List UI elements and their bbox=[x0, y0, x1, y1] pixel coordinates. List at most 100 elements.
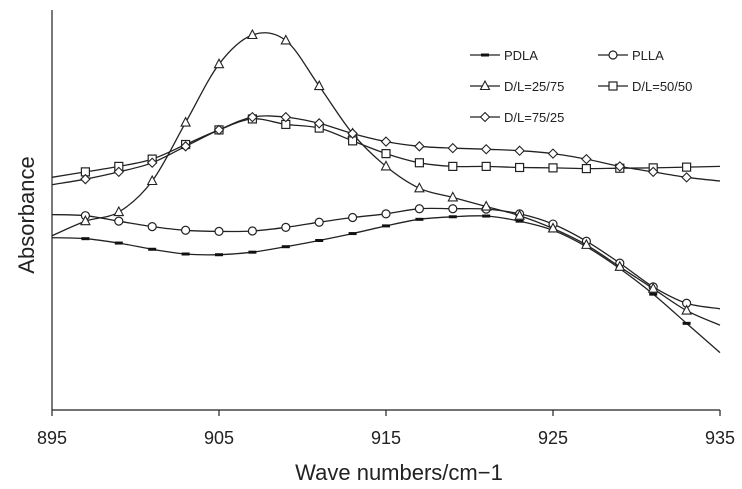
legend-label: PDLA bbox=[504, 48, 538, 63]
data-point bbox=[480, 200, 492, 211]
legend-label: D/L=50/50 bbox=[632, 79, 692, 94]
data-point bbox=[147, 222, 157, 232]
series-square bbox=[51, 114, 721, 178]
data-point bbox=[414, 158, 424, 168]
data-point bbox=[681, 162, 692, 172]
data-point bbox=[215, 253, 223, 257]
data-point bbox=[614, 260, 626, 271]
series-layer bbox=[51, 28, 721, 354]
data-point bbox=[580, 238, 592, 249]
data-point bbox=[448, 161, 458, 171]
legend: PDLA PLLA D/L=25/75 D/L=50/50 D/L=75/25 bbox=[470, 48, 692, 125]
series-dash bbox=[51, 214, 721, 354]
data-point bbox=[649, 292, 658, 296]
data-point bbox=[681, 304, 693, 315]
data-point bbox=[448, 215, 457, 219]
data-point bbox=[414, 204, 424, 214]
data-point bbox=[414, 141, 425, 152]
data-point bbox=[548, 163, 558, 173]
data-point bbox=[213, 58, 225, 69]
data-point bbox=[213, 124, 225, 136]
legend-entry: D/L=50/50 bbox=[598, 79, 692, 94]
data-point bbox=[682, 321, 691, 325]
data-point bbox=[514, 162, 525, 173]
data-point bbox=[448, 204, 458, 214]
data-point bbox=[514, 145, 525, 156]
legend-marker bbox=[481, 53, 489, 57]
x-tick-label: 905 bbox=[204, 428, 234, 448]
data-point bbox=[614, 161, 626, 172]
data-point bbox=[313, 118, 325, 129]
data-point bbox=[581, 153, 592, 165]
data-point bbox=[447, 191, 459, 202]
data-point bbox=[481, 161, 491, 171]
data-point bbox=[180, 116, 192, 127]
data-point bbox=[681, 172, 692, 183]
data-point bbox=[482, 214, 491, 218]
data-point bbox=[113, 205, 125, 217]
data-point bbox=[113, 166, 125, 178]
data-point bbox=[281, 222, 291, 232]
data-point bbox=[381, 209, 391, 219]
series-circle bbox=[51, 204, 721, 310]
data-point bbox=[415, 217, 424, 221]
data-point bbox=[114, 241, 123, 245]
data-point bbox=[246, 28, 258, 40]
legend-entry: PDLA bbox=[470, 48, 538, 63]
data-point bbox=[80, 173, 91, 185]
data-point bbox=[181, 225, 191, 235]
legend-entry: D/L=25/75 bbox=[470, 79, 564, 94]
data-point bbox=[181, 252, 190, 256]
x-tick-label: 895 bbox=[37, 428, 67, 448]
data-point bbox=[247, 111, 258, 123]
legend-label: D/L=75/25 bbox=[504, 110, 564, 125]
data-point bbox=[313, 79, 325, 91]
x-tick-label: 915 bbox=[371, 428, 401, 448]
data-point bbox=[348, 212, 358, 223]
legend-marker bbox=[479, 79, 491, 91]
data-point bbox=[647, 282, 659, 293]
data-point bbox=[380, 160, 392, 171]
data-point bbox=[514, 209, 526, 220]
data-point bbox=[146, 174, 158, 186]
series-triangle bbox=[51, 28, 721, 326]
x-axis-title: Wave numbers/cm−1 bbox=[295, 460, 503, 485]
data-point bbox=[413, 182, 425, 193]
legend-entry: PLLA bbox=[598, 48, 664, 63]
data-point bbox=[280, 34, 292, 45]
data-point bbox=[515, 219, 524, 223]
data-point bbox=[280, 111, 292, 123]
y-axis-title: Absorbance bbox=[14, 156, 39, 273]
legend-marker bbox=[479, 111, 491, 123]
x-tick-label: 935 bbox=[705, 428, 735, 448]
data-point bbox=[247, 226, 257, 236]
data-point bbox=[79, 214, 91, 226]
data-point bbox=[547, 222, 559, 233]
data-point bbox=[114, 216, 124, 226]
data-point bbox=[281, 245, 290, 249]
legend-label: D/L=25/75 bbox=[504, 79, 564, 94]
data-point bbox=[581, 163, 592, 174]
data-point bbox=[447, 142, 459, 154]
data-point bbox=[547, 148, 559, 159]
data-point bbox=[314, 217, 324, 227]
series-diamond bbox=[51, 111, 721, 186]
legend-entry: D/L=75/25 bbox=[470, 110, 564, 125]
axes: 895 905 915 925 935 bbox=[37, 10, 735, 448]
data-point bbox=[382, 224, 390, 228]
data-point bbox=[248, 250, 257, 254]
data-point bbox=[214, 226, 224, 236]
data-point bbox=[348, 232, 357, 236]
legend-marker bbox=[608, 81, 618, 91]
data-point bbox=[347, 128, 358, 139]
data-point bbox=[146, 157, 158, 169]
legend-marker bbox=[608, 50, 618, 60]
data-point bbox=[381, 149, 391, 159]
data-point bbox=[148, 247, 157, 251]
series-line bbox=[51, 215, 721, 354]
legend-label: PLLA bbox=[632, 48, 664, 63]
x-tick-label: 925 bbox=[538, 428, 568, 448]
data-point bbox=[480, 143, 492, 155]
data-point bbox=[380, 136, 392, 147]
